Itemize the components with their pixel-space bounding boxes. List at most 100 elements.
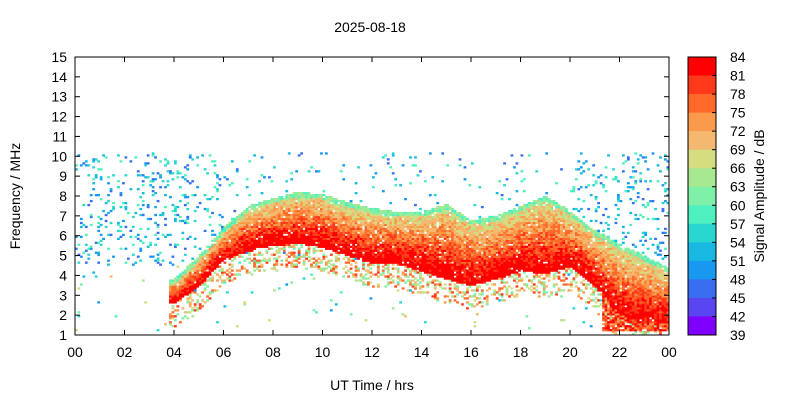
heatmap-cell [290, 239, 294, 242]
heatmap-cell [221, 279, 224, 282]
heatmap-cell [181, 277, 185, 280]
heatmap-cell [352, 235, 355, 238]
heatmap-cell [84, 233, 88, 237]
heatmap-cell [322, 197, 326, 201]
heatmap-cell [109, 233, 113, 237]
heatmap-cell [376, 223, 380, 227]
heatmap-cell [515, 273, 519, 276]
heatmap-cell [436, 213, 440, 217]
heatmap-cell [441, 231, 445, 235]
heatmap-cell [409, 156, 412, 159]
heatmap-cell [520, 279, 524, 282]
heatmap-cell [423, 233, 427, 237]
heatmap-cell [156, 329, 160, 332]
heatmap-cell [396, 233, 400, 237]
heatmap-cell [493, 229, 497, 233]
heatmap-cell [414, 251, 417, 254]
heatmap-cell [307, 215, 311, 219]
heatmap-cell [443, 301, 447, 304]
heatmap-cell [275, 239, 279, 242]
heatmap-cell [369, 241, 373, 244]
heatmap-cell [233, 253, 237, 256]
heatmap-cell [342, 178, 346, 181]
heatmap-cell [354, 215, 358, 219]
heatmap-cell [438, 247, 442, 250]
heatmap-cell [490, 251, 494, 254]
heatmap-cell [433, 273, 437, 276]
heatmap-cell [201, 273, 204, 276]
heatmap-cell [312, 247, 316, 250]
heatmap-cell [349, 239, 353, 242]
heatmap-cell [228, 257, 232, 260]
heatmap-cell [273, 253, 276, 256]
heatmap-cell [493, 269, 497, 272]
heatmap-cell [381, 211, 385, 215]
heatmap-cell [525, 239, 529, 242]
heatmap-cell [510, 249, 514, 252]
heatmap-cell [315, 215, 318, 219]
heatmap-cell [307, 213, 311, 217]
heatmap-cell [389, 253, 393, 256]
heatmap-cell [510, 263, 514, 266]
heatmap-cell [280, 263, 284, 266]
heatmap-cell [322, 255, 326, 258]
heatmap-cell [522, 223, 526, 227]
heatmap-cell [399, 263, 402, 266]
heatmap-cell [522, 231, 526, 235]
heatmap-cell [513, 213, 516, 217]
heatmap-cell [409, 263, 412, 266]
heatmap-cell [431, 261, 435, 264]
heatmap-cell [206, 197, 209, 201]
heatmap-cell [221, 269, 224, 272]
heatmap-cell [240, 245, 244, 248]
heatmap-cell [372, 233, 375, 237]
heatmap-cell [255, 219, 259, 223]
heatmap-cell [451, 267, 454, 270]
heatmap-cell [260, 241, 264, 244]
heatmap-cell [302, 255, 306, 258]
heatmap-cell [245, 237, 249, 240]
heatmap-cell [253, 247, 256, 250]
heatmap-cell [530, 223, 534, 227]
heatmap-cell [428, 251, 432, 254]
heatmap-cell [527, 154, 531, 157]
heatmap-cell [280, 229, 284, 233]
heatmap-cell [409, 257, 412, 260]
heatmap-cell [265, 243, 269, 246]
heatmap-cell [372, 227, 375, 231]
heatmap-cell [376, 225, 380, 229]
heatmap-cell [438, 267, 442, 270]
heatmap-cell [344, 249, 348, 252]
heatmap-cell [404, 263, 407, 266]
heatmap-cell [461, 281, 464, 284]
heatmap-cell [198, 201, 202, 205]
heatmap-cell [522, 209, 526, 213]
heatmap-cell [255, 265, 259, 268]
heatmap-cell [159, 263, 162, 266]
heatmap-cell [456, 245, 459, 248]
heatmap-cell [151, 152, 155, 155]
heatmap-cell [178, 279, 182, 282]
heatmap-cell [112, 174, 115, 177]
heatmap-cell [141, 199, 145, 203]
heatmap-cell [480, 273, 484, 276]
heatmap-cell [344, 251, 348, 254]
heatmap-cell [446, 249, 450, 252]
heatmap-cell [485, 245, 489, 248]
heatmap-cell [448, 207, 452, 211]
heatmap-cell [386, 215, 390, 219]
heatmap-cell [216, 188, 219, 191]
heatmap-cell [391, 281, 395, 284]
heatmap-cell [186, 237, 190, 240]
heatmap-cell [500, 257, 504, 260]
heatmap-cell [176, 170, 180, 173]
heatmap-cell [290, 207, 294, 211]
heatmap-cell [315, 199, 318, 203]
heatmap-cell [253, 205, 256, 209]
heatmap-cell [347, 269, 351, 272]
heatmap-cell [461, 291, 464, 294]
heatmap-cell [183, 285, 187, 288]
heatmap-cell [394, 267, 398, 270]
heatmap-cell [376, 237, 380, 240]
heatmap-cell [451, 275, 454, 278]
